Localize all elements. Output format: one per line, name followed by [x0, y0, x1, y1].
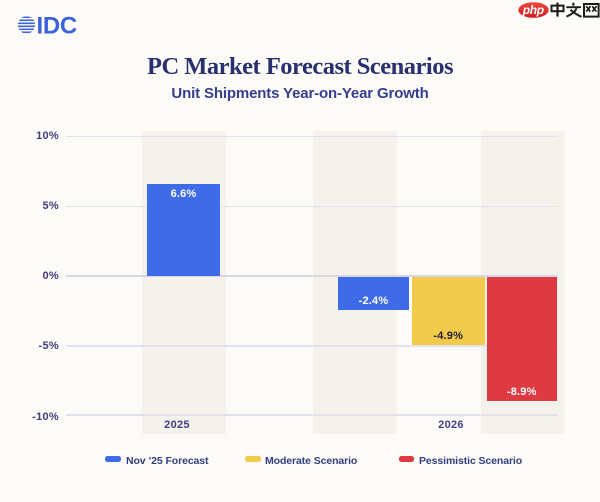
- svg-text:IDC: IDC: [37, 14, 77, 38]
- svg-text:php: php: [522, 3, 544, 17]
